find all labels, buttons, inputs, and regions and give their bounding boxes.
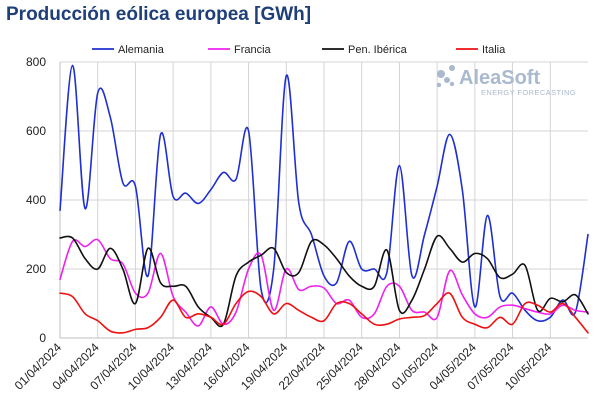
series-line-francia	[59, 238, 589, 327]
chart-title: Producción eólica europea [GWh]	[6, 4, 312, 25]
y-tick-label: 0	[39, 331, 46, 345]
watermark-tagline: ENERGY FORECASTING	[481, 88, 576, 97]
legend-item-francia: Francia	[208, 44, 272, 56]
y-tick-label: 800	[26, 55, 46, 69]
x-tick-labels: 01/04/202404/04/202407/04/202410/04/2024…	[12, 340, 555, 393]
watermark-brand: AleaSoft	[459, 67, 540, 89]
series-lines	[59, 64, 589, 334]
legend-item-alemania: Alemania	[92, 44, 165, 56]
legend: Alemania Francia Pen. Ibérica Italia	[92, 44, 506, 56]
legend-item-pen-iberica: Pen. Ibérica	[322, 44, 408, 56]
series-line-pen-iberica	[59, 234, 589, 328]
legend-label: Pen. Ibérica	[348, 44, 408, 56]
y-tick-label: 400	[26, 193, 46, 207]
series-line-italia	[59, 290, 589, 334]
series-line-alemania	[59, 64, 589, 322]
legend-label: Francia	[234, 44, 272, 56]
y-tick-label: 600	[26, 124, 46, 138]
legend-item-italia: Italia	[456, 44, 506, 56]
y-tick-labels: 0 200 400 600 800	[26, 55, 46, 345]
legend-label: Alemania	[118, 44, 165, 56]
aleasoft-watermark: AleaSoft ENERGY FORECASTING	[436, 65, 576, 97]
aleasoft-logo-icon	[436, 65, 455, 88]
y-tick-label: 200	[26, 262, 46, 276]
legend-label: Italia	[482, 44, 506, 56]
